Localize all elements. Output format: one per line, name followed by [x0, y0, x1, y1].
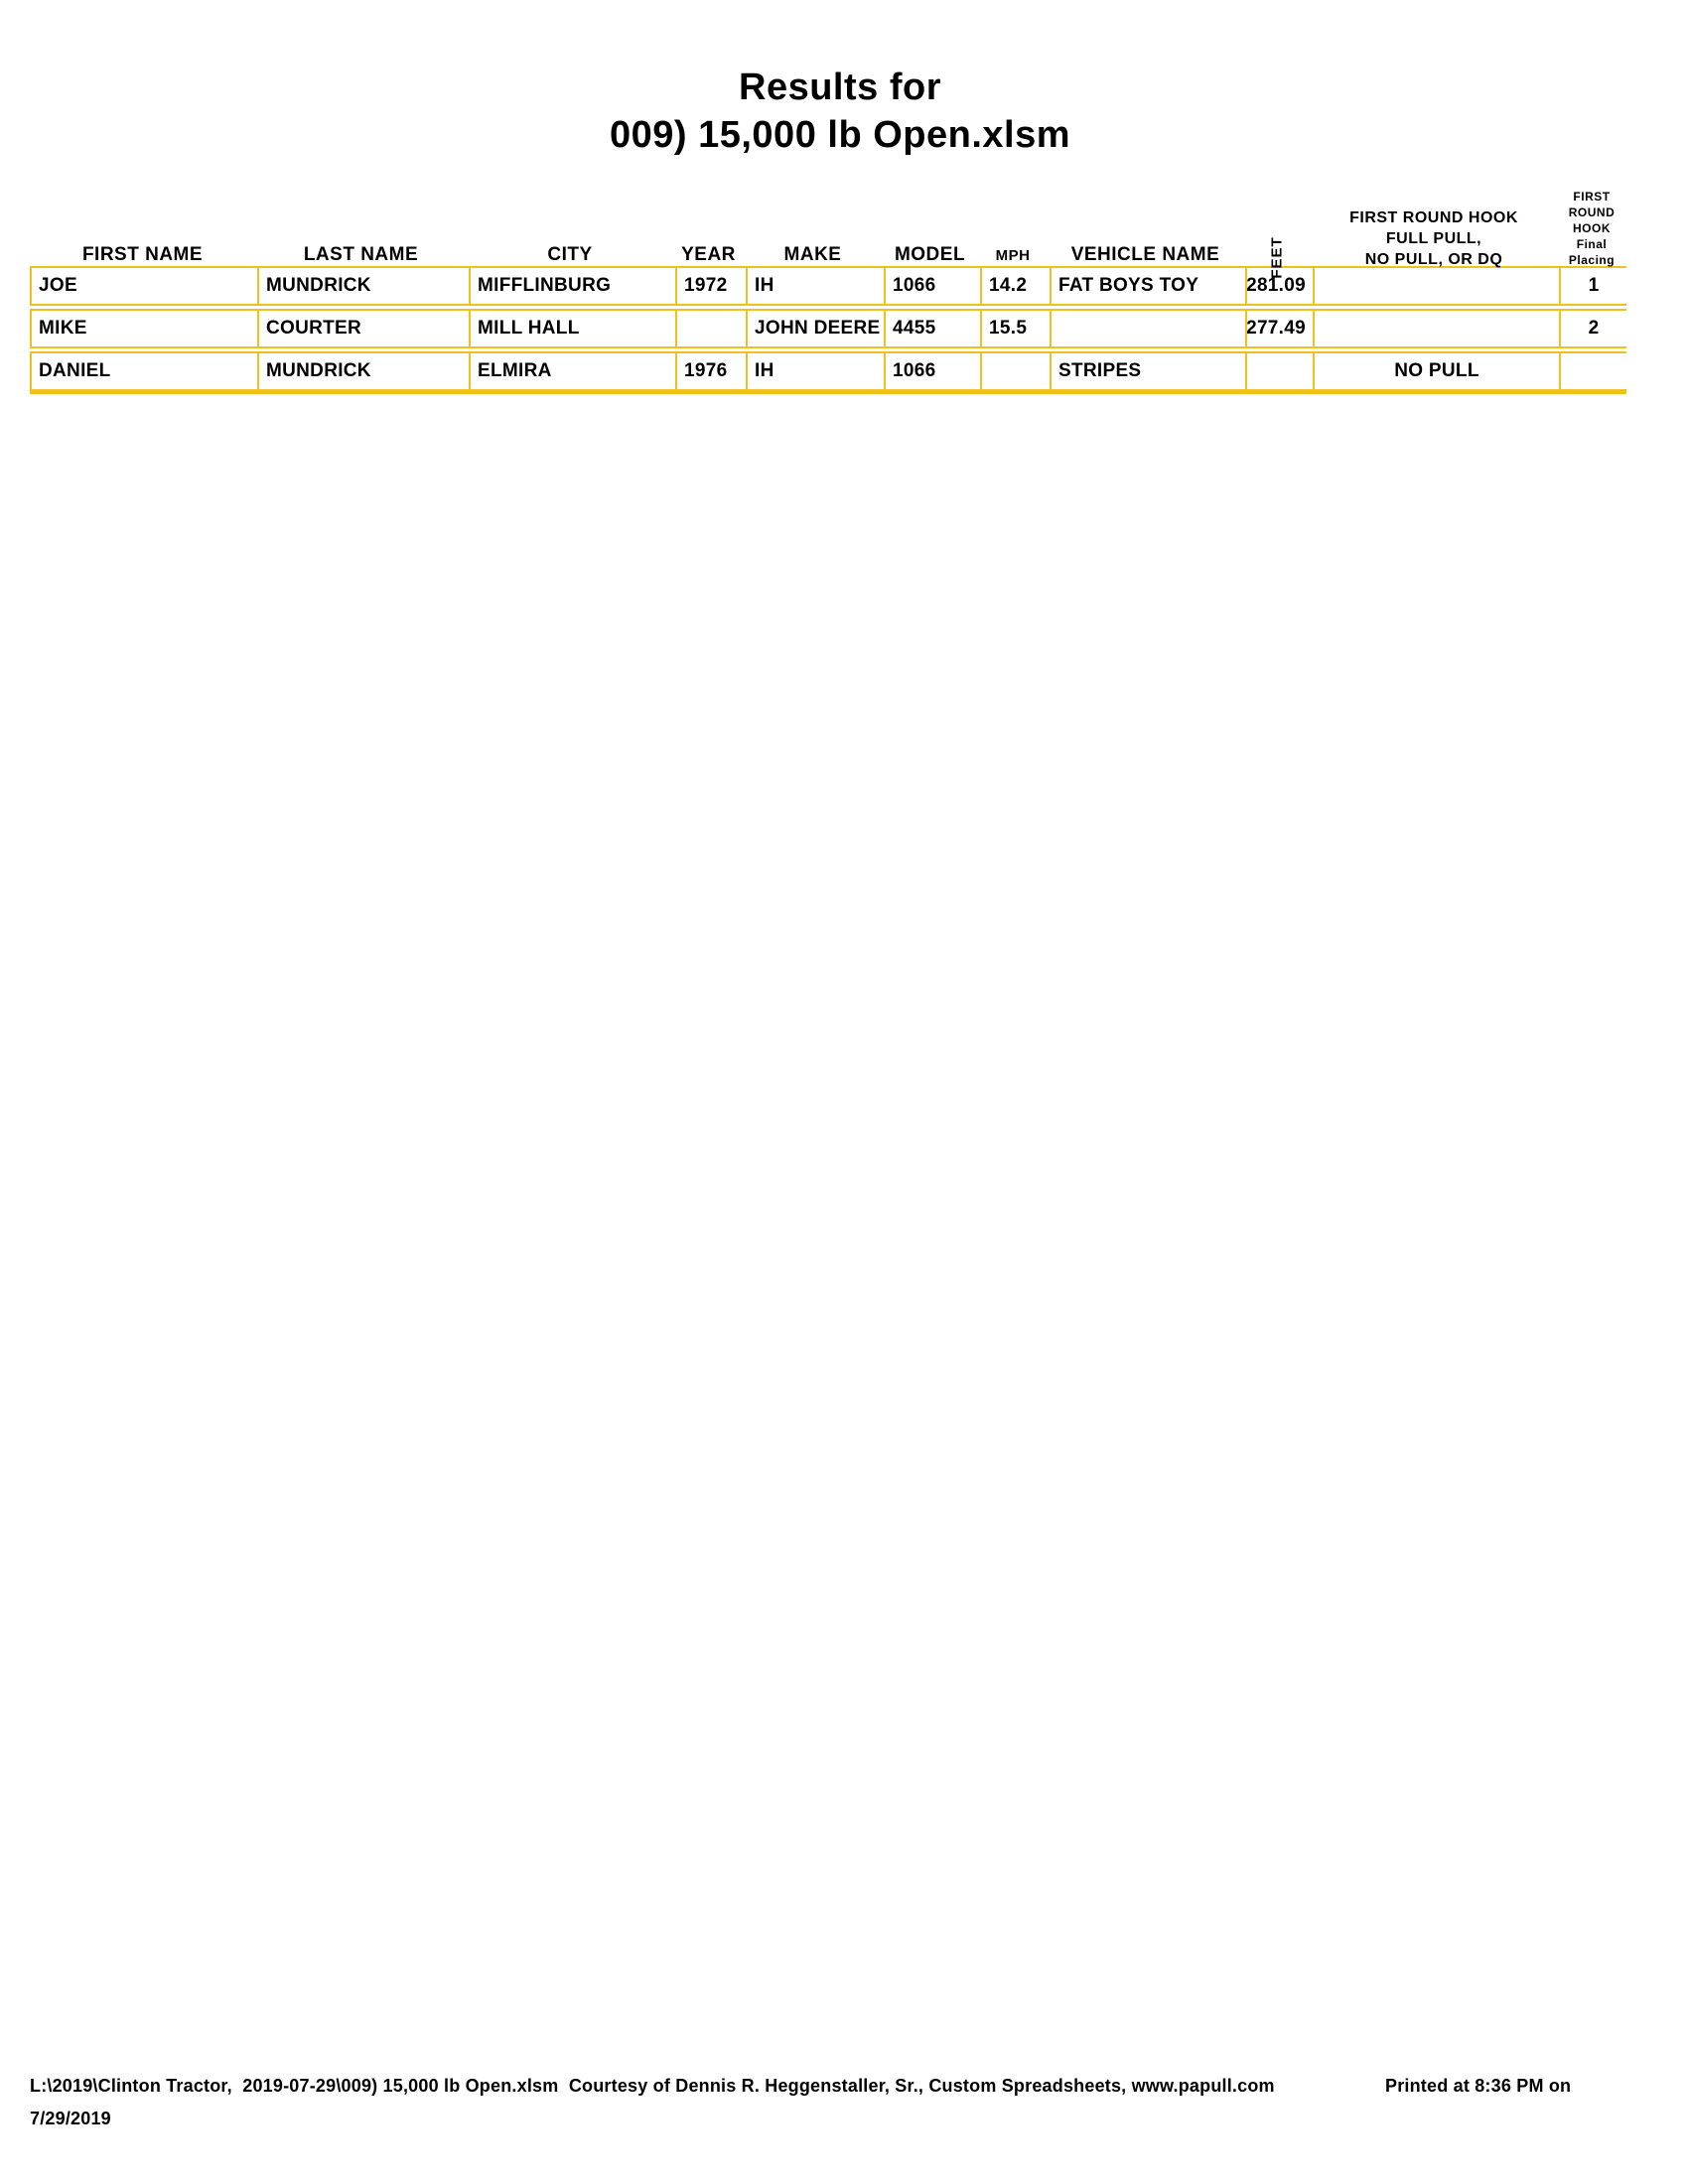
cell-first-round-result [1313, 268, 1559, 304]
table-row: JOE MUNDRICK MIFFLINBURG 1972 IH 1066 14… [30, 266, 1626, 306]
cell-feet [1245, 353, 1313, 389]
title-line-1: Results for [739, 67, 941, 108]
cell-first-round-result: NO PULL [1313, 353, 1559, 389]
footer-file-path: L:\2019\Clinton Tractor, 2019-07-29\009)… [30, 2076, 1275, 2096]
cell-first-name: MIKE [39, 318, 87, 339]
cell-city: MIFFLINBURG [469, 268, 675, 304]
cell-vehicle-name: STRIPES [1050, 353, 1245, 389]
cell-last-name: MUNDRICK [257, 353, 469, 389]
column-header-first-round-result: FIRST ROUND HOOK FULL PULL, NO PULL, OR … [1311, 207, 1557, 282]
column-header-mph: MPH [995, 247, 1031, 264]
cell-model: 1066 [884, 268, 980, 304]
cell-feet: 281.09 [1245, 268, 1313, 304]
results-table: FIRST NAME LAST NAME CITY YEAR MAKE MODE… [30, 189, 1626, 394]
column-header-year: YEAR [681, 244, 736, 265]
cell-first-round-result [1313, 311, 1559, 346]
table-row: MIKE COURTER MILL HALL JOHN DEERE 4455 1… [30, 309, 1626, 348]
title-line-2: 009) 15,000 lb Open.xlsm [609, 114, 1070, 156]
cell-final-placing [1559, 353, 1626, 389]
page-title: Results for 009) 15,000 lb Open.xlsm [0, 64, 1680, 159]
column-header-first-name: FIRST NAME [81, 244, 204, 265]
first-round-result-line: NO PULL, OR DQ [1364, 251, 1503, 268]
cell-model: 1066 [884, 353, 980, 389]
column-header-make: MAKE [783, 244, 842, 265]
cell-model: 4455 [884, 311, 980, 346]
final-placing-line: FIRST ROUND [1568, 190, 1616, 219]
column-header-model: MODEL [894, 244, 966, 265]
final-placing-line: HOOK [1573, 221, 1611, 235]
cell-vehicle-name: FAT BOYS TOY [1050, 268, 1245, 304]
cell-first-name: DANIEL [39, 360, 111, 381]
cell-year: 1976 [675, 353, 746, 389]
cell-first-name: JOE [39, 275, 77, 296]
column-header-last-name: LAST NAME [303, 244, 419, 265]
column-header-final-placing: FIRST ROUND HOOK Final Placing [1557, 189, 1626, 282]
cell-mph: 14.2 [980, 268, 1050, 304]
table-header-row: FIRST NAME LAST NAME CITY YEAR MAKE MODE… [30, 189, 1626, 279]
cell-make: IH [746, 268, 884, 304]
cell-feet: 277.49 [1245, 311, 1313, 346]
cell-mph: 15.5 [980, 311, 1050, 346]
footer-printed-date: 7/29/2019 [30, 2109, 111, 2128]
column-header-vehicle-name: VEHICLE NAME [1070, 244, 1220, 265]
cell-year [675, 311, 746, 346]
feet-vertical-label: FEET [1268, 236, 1286, 279]
footer-printed-at: Printed at 8:36 PM on [1385, 2076, 1572, 2096]
cell-last-name: MUNDRICK [257, 268, 469, 304]
cell-make: IH [746, 353, 884, 389]
cell-vehicle-name [1050, 311, 1245, 346]
final-placing-line: Final Placing [1568, 237, 1616, 267]
cell-city: ELMIRA [469, 353, 675, 389]
cell-year: 1972 [675, 268, 746, 304]
cell-final-placing: 2 [1559, 311, 1626, 346]
cell-make: JOHN DEERE [746, 311, 884, 346]
cell-city: MILL HALL [469, 311, 675, 346]
column-header-city: CITY [547, 244, 593, 265]
first-round-result-line: FULL PULL, [1385, 230, 1482, 247]
cell-last-name: COURTER [257, 311, 469, 346]
cell-final-placing: 1 [1559, 268, 1626, 304]
table-row: DANIEL MUNDRICK ELMIRA 1976 IH 1066 STRI… [30, 351, 1626, 394]
cell-mph [980, 353, 1050, 389]
first-round-result-line: FIRST ROUND HOOK [1349, 209, 1518, 226]
